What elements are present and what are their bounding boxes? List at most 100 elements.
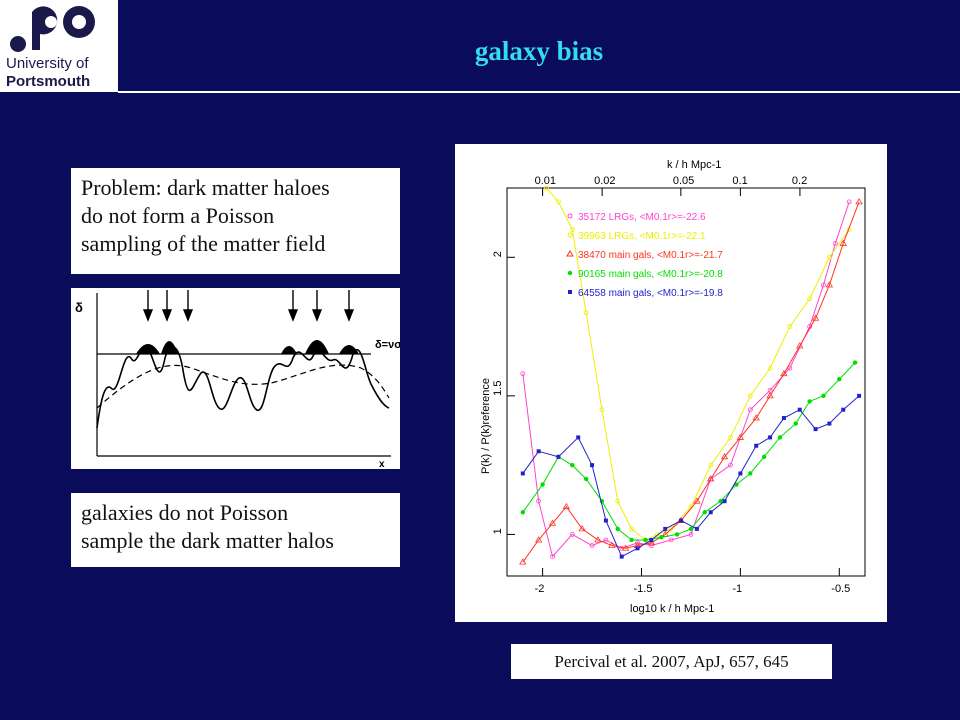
series-point-5 — [556, 454, 561, 459]
series-point-3 — [548, 519, 557, 526]
bottom-tick-label: -1.5 — [633, 583, 652, 595]
series-point-1 — [648, 543, 654, 548]
legend: 35172 LRGs, <M0.1r>=-22.6 39963 LRGs, <M0… — [566, 212, 723, 299]
series-point-1 — [569, 532, 575, 537]
university-logo: University of Portsmouth — [0, 0, 118, 92]
series-point-3 — [766, 392, 774, 399]
series-line-4 — [522, 362, 856, 541]
left-tick-label: 2 — [492, 251, 504, 257]
series-point-5 — [768, 435, 773, 440]
series-point-4 — [761, 454, 767, 460]
top-tick-label: 0.02 — [594, 175, 615, 187]
series-point-4 — [643, 537, 648, 543]
series-point-1 — [550, 554, 555, 560]
series-point-1 — [520, 371, 526, 377]
power-spectrum-chart: 0.01 0.02 0.05 0.1 0.2 -2 -1.5 -1 -0.5 11.52 35… — [480, 159, 866, 615]
series-point-4 — [540, 482, 545, 487]
series-point-3 — [796, 342, 804, 349]
series-point-1 — [589, 543, 595, 548]
series-point-2 — [583, 310, 589, 316]
legend-label-1: 35172 LRGs, <M0.1r>=-22.6 — [578, 212, 706, 223]
bottom-tick-label: -2 — [535, 583, 545, 595]
series-point-4 — [793, 421, 798, 426]
top-ticks: 0.01 0.02 0.05 0.1 0.2 — [535, 175, 807, 196]
slide-title: galaxy bias — [474, 36, 604, 66]
logo-line2: Portsmouth — [6, 73, 91, 90]
series-point-3 — [707, 475, 715, 482]
series-point-3 — [562, 502, 571, 510]
series-point-1 — [635, 540, 640, 546]
series-point-5 — [520, 471, 525, 476]
threshold-diagram: δ δ=νσ x — [71, 288, 402, 470]
diagram-y-label: δ — [75, 300, 83, 315]
series-point-4 — [702, 510, 707, 515]
series-point-3 — [736, 433, 745, 440]
logo-line1: University of — [6, 55, 89, 72]
series-point-4 — [777, 435, 783, 440]
series-point-4 — [837, 377, 842, 382]
series-point-5 — [781, 416, 786, 421]
series-point-4 — [852, 360, 858, 365]
series-point-3 — [752, 414, 760, 421]
series-point-1 — [787, 365, 793, 371]
series-line-3 — [522, 201, 860, 563]
top-tick-label: 0.05 — [673, 175, 694, 187]
legend-label-2: 39963 LRGs, <M0.1r>=-22.1 — [578, 231, 706, 242]
legend-label-3: 38470 main gals, <M0.1r>=-21.7 — [578, 250, 723, 261]
y-axis-label: P(k) / P(k)reference — [480, 378, 492, 474]
series-point-2 — [747, 393, 753, 399]
series-point-4 — [688, 526, 694, 532]
series-point-1 — [668, 537, 674, 543]
series-point-3 — [519, 558, 527, 565]
series-point-5 — [754, 443, 759, 448]
series-point-3 — [839, 239, 847, 246]
diagram-x-label: x — [379, 459, 385, 469]
series-point-3 — [811, 314, 820, 321]
header-rule — [118, 91, 960, 93]
series-point-4 — [718, 498, 723, 504]
left-tick-label: 1.5 — [492, 381, 504, 396]
series-point-3 — [621, 544, 630, 551]
series-point-5 — [619, 554, 624, 559]
legend-label-4: 90165 main gals, <M0.1r>=-20.8 — [578, 269, 723, 280]
bottom-tick-label: -0.5 — [831, 583, 850, 595]
series-point-4 — [615, 526, 620, 532]
legend-marker-2 — [567, 232, 573, 238]
series-point-4 — [520, 510, 526, 515]
legend-marker-5 — [568, 290, 572, 294]
left-tick-label: 1 — [492, 528, 504, 534]
series-point-3 — [647, 538, 656, 546]
bottom-ticks: -2 -1.5 -1 -0.5 — [535, 568, 850, 595]
legend-marker-4 — [567, 270, 573, 276]
series-point-5 — [708, 510, 713, 515]
series-point-5 — [857, 393, 862, 398]
series-point-2 — [629, 526, 635, 532]
series-point-2 — [728, 435, 733, 440]
series-point-1 — [832, 241, 838, 246]
series-point-5 — [827, 421, 832, 426]
series-point-5 — [590, 463, 595, 468]
series-point-5 — [635, 546, 640, 551]
series-point-5 — [536, 449, 541, 454]
series-point-2 — [569, 227, 575, 232]
series-point-2 — [556, 199, 561, 205]
bottom-tick-label: -1 — [732, 583, 742, 595]
series-point-2 — [544, 185, 549, 191]
series-point-3 — [578, 525, 586, 532]
series-point-2 — [826, 254, 832, 260]
series-point-5 — [797, 407, 802, 412]
series-point-1 — [821, 282, 826, 288]
top-tick-label: 0.1 — [732, 175, 747, 187]
series-point-2 — [654, 532, 660, 537]
series-point-1 — [536, 498, 542, 504]
series-point-5 — [603, 518, 608, 523]
series-point-3 — [825, 281, 834, 288]
series-point-4 — [570, 462, 575, 468]
problem-line-3: sampling of the matter field — [81, 231, 326, 257]
problem-textbox: Problem: dark matter haloes do not form … — [71, 168, 400, 274]
series-point-3 — [780, 369, 788, 377]
series-point-5 — [841, 407, 846, 412]
left-ticks: 11.52 — [492, 251, 515, 535]
series-point-5 — [813, 427, 818, 432]
power-spectrum-plot: 0.01 0.02 0.05 0.1 0.2 -2 -1.5 -1 -0.5 1 1.5 2 35… — [455, 144, 887, 622]
